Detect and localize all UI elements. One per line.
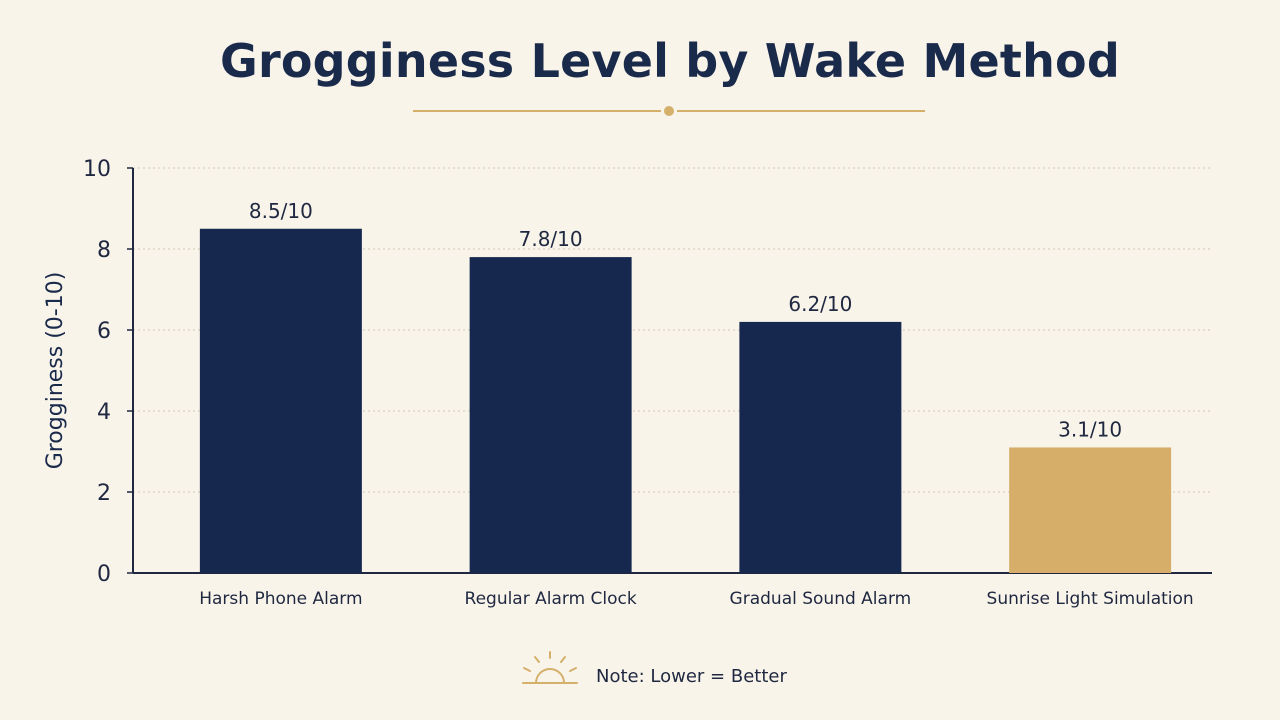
bar [1009,447,1172,573]
y-tick-label: 4 [97,400,111,425]
bar [469,257,632,573]
y-axis-label: Grogginess (0-10) [43,272,68,470]
y-tick-label: 0 [97,562,111,587]
note-text: Note: Lower = Better [596,666,787,687]
data-label: 7.8/10 [519,227,583,251]
x-tick-label: Gradual Sound Alarm [730,589,912,609]
divider-line-right [677,110,925,112]
x-tick-label: Sunrise Light Simulation [987,589,1194,609]
data-label: 6.2/10 [788,292,852,316]
note-legend: Note: Lower = Better [520,650,787,690]
divider-dot [664,106,674,116]
y-tick-label: 2 [97,481,111,506]
x-tick-label: Harsh Phone Alarm [199,589,362,609]
sunrise-icon [522,651,578,684]
data-label: 8.5/10 [249,199,313,223]
chart-title: Grogginess Level by Wake Method [220,34,1120,88]
y-tick-label: 8 [97,238,111,263]
divider-line-left [413,110,661,112]
y-tick-label: 10 [83,157,111,182]
x-tick-label: Regular Alarm Clock [465,589,637,609]
bar [739,321,902,573]
title-divider [413,104,925,118]
y-tick-label: 6 [97,319,111,344]
bar [199,228,362,573]
data-label: 3.1/10 [1058,417,1122,441]
